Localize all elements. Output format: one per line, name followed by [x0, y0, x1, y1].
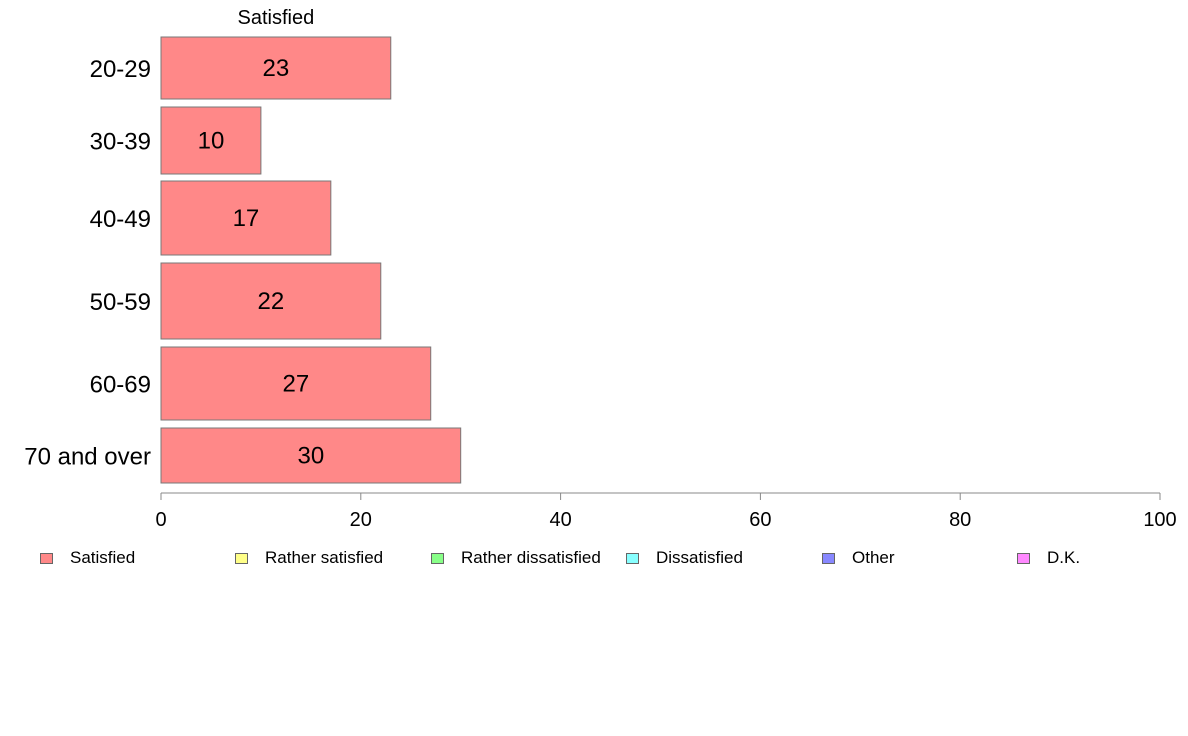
legend-label: Rather satisfied	[265, 548, 384, 567]
x-tick-label: 0	[155, 509, 166, 531]
x-tick-label: 80	[949, 509, 971, 531]
category-label: 70 and over	[24, 444, 151, 471]
x-tick-label: 40	[549, 509, 571, 531]
bar-data-label: 27	[283, 371, 310, 398]
legend-swatch	[40, 552, 53, 564]
category-label: 40-49	[90, 206, 151, 233]
legend-item: Rather satisfied	[235, 545, 383, 571]
bar-segment	[160, 427, 462, 484]
bar-segment	[160, 106, 262, 175]
x-tick-label: 20	[350, 509, 372, 531]
x-tick-label: 60	[749, 509, 771, 531]
bar-data-label: 22	[258, 288, 285, 315]
category-label: 20-29	[90, 56, 151, 83]
legend-swatch	[626, 552, 639, 564]
legend-label: Satisfied	[70, 548, 136, 567]
legend-label: Dissatisfied	[656, 548, 743, 567]
legend-swatch	[235, 552, 248, 564]
legend-item: Other	[822, 545, 895, 571]
legend-item: Rather dissatisfied	[431, 545, 601, 571]
legend-swatch	[431, 552, 444, 564]
legend-swatch	[822, 552, 835, 564]
category-label: 30-39	[90, 129, 151, 156]
legend-item: D.K.	[1017, 545, 1080, 571]
segment-header: Satisfied	[238, 7, 315, 29]
bar-segment	[160, 262, 382, 340]
legend-swatch	[1017, 552, 1030, 564]
bar-data-label: 10	[198, 128, 225, 155]
legend-item: Dissatisfied	[626, 545, 743, 571]
bar-segment	[160, 36, 392, 100]
x-tick-label: 100	[1143, 509, 1176, 531]
category-label: 60-69	[90, 372, 151, 399]
chart-legend: Satisfied Rather satisfied Rather dissatis…	[0, 545, 1188, 571]
bar-data-label: 23	[263, 55, 290, 82]
bar-segment	[160, 180, 332, 256]
category-label: 50-59	[90, 289, 151, 316]
legend-item: Satisfied	[40, 545, 135, 571]
legend-label: D.K.	[1047, 548, 1081, 567]
bar-data-label: 17	[233, 205, 260, 232]
bar-data-label: 30	[297, 443, 324, 470]
bar-segment	[160, 346, 432, 421]
legend-label: Rather dissatisfied	[461, 548, 601, 567]
legend-label: Other	[852, 548, 895, 567]
